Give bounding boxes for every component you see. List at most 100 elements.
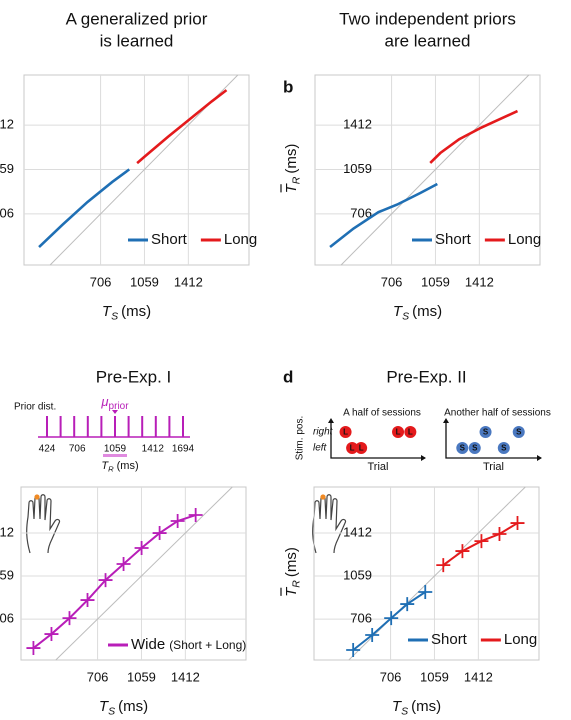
identity-line [55,486,233,661]
y-tick-label: 706 [350,205,372,220]
point-cross [436,558,451,573]
plot-frame [313,486,540,661]
axis-subscript: R [290,580,302,588]
y-tick-label: 1412 [343,524,372,539]
x-tick-label: 1059 [421,274,450,289]
plot-frame [314,74,541,266]
axis-symbol: T [393,303,404,320]
axis-unit: (ms) [411,698,441,715]
axis-label: TS (ms) [102,303,151,322]
axis-symbol: T [102,303,113,320]
mu-label: μprior [100,394,129,411]
inset-title: Prior dist. [14,402,56,413]
series-line [429,109,519,164]
legend-label: Long [508,231,541,248]
identity-line [348,486,526,661]
panel-title: A generalized prior [66,9,208,28]
inset-axes [330,420,425,459]
stimulus-letter: L [359,444,364,453]
inset-x-label: Trial [368,461,389,473]
panel-title: Pre-Exp. I [96,367,172,386]
plot-frame [23,74,250,266]
mu-symbol: μ [100,394,108,409]
inset-x-label: Trial [483,461,504,473]
axis-unit: (ms) [283,144,300,174]
inset-tick-label: 424 [39,444,56,455]
point-cross [152,526,167,541]
point-cross [365,628,380,643]
panel: Pre-Exp. I 706 1059 1412 706 1059 1412 Wide (Sho… [0,367,247,717]
mu-subscript: prior [109,401,130,412]
inset-level: right [313,427,334,438]
point-cross [455,544,470,559]
stimulus-letter: L [350,444,355,453]
inset-title: Another half of sessions [444,408,551,419]
stimulus-dot [339,426,352,438]
point-cross [474,534,489,549]
panel-letter: b [283,77,293,96]
point-cross [188,508,203,523]
inset-axes [445,420,541,459]
inset-y-label: Stim. pos. [295,416,306,460]
y-tick-label: 1412 [0,117,14,132]
axis-unit: (ms) [117,460,139,472]
y-label-group: TR (ms) [280,144,302,193]
axis-symbol: T [283,182,300,193]
panel-title: Pre-Exp. II [386,367,466,386]
series-line [329,182,438,249]
panel: Pre-Exp. II d 706 1059 1412 706 1059 1412 Short L… [280,367,551,717]
point-cross [98,573,113,588]
point-cross [116,556,131,571]
inset-level: left [313,443,328,454]
y-tick-label: 1059 [343,567,372,582]
legend-label: Long [504,631,537,648]
stimulus-letter: L [396,428,401,437]
x-tick-label: 1059 [420,669,449,684]
stimulus-letter: L [408,428,413,437]
inset-arrow [328,418,426,461]
point-cross [492,527,507,542]
y-tick-label: 1059 [343,161,372,176]
legend-label: Long [224,231,257,248]
stimulus-dot [512,426,525,438]
panel-title: Two independent priors [339,9,516,28]
inset-title: A half of sessions [343,408,421,419]
x-tick-label: 706 [90,274,112,289]
inset-tick-label: 706 [69,444,86,455]
legend-note: (Short + Long) [169,638,246,652]
x-tick-label: 1059 [130,274,159,289]
series-line [32,514,196,649]
stimulus-letter: S [472,444,478,453]
prior-mean-band [103,454,127,457]
inset-tick-label: 1694 [172,444,195,455]
point-cross [384,611,399,626]
point-cross [26,641,41,656]
axis-label: TS (ms) [393,303,442,322]
x-tick-label: 1412 [464,669,493,684]
prior-mean-arrow [112,410,118,414]
y-tick-label: 1412 [343,117,372,132]
point-cross [62,611,77,626]
stimulus-dot [497,442,510,454]
axis-label: TS (ms) [99,698,148,717]
hand-icon [312,494,347,554]
y-tick-label: 706 [0,205,14,220]
stimulus-letter: S [460,444,466,453]
panel: Two independent priors are learned b 706 105… [280,9,541,322]
panel-letter: d [283,367,293,386]
stimulus-dot [468,442,481,454]
stimulus-dot [479,426,492,438]
stimulus-letter: S [483,428,489,437]
inset-tick-label: 1059 [104,444,127,455]
stimulus-dot [404,426,417,438]
stimulus-letter: S [501,444,507,453]
identity-line [340,74,530,266]
y-tick-label: 706 [350,611,372,626]
axis-label: TR (ms) [283,547,302,597]
stimulus-dot [456,442,469,454]
point-cross [346,643,361,658]
point-cross [134,541,149,556]
series-line [38,168,131,248]
axis-subscript: S [402,310,409,322]
